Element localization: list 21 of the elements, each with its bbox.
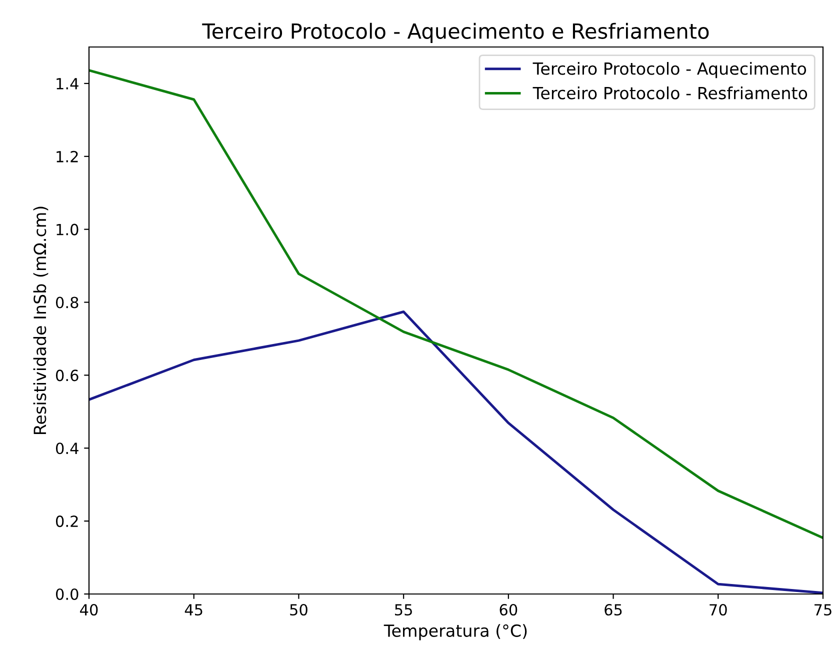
y-tick-label: 1.2 bbox=[56, 150, 78, 162]
legend-label: Terceiro Protocolo - Aquecimento bbox=[532, 62, 806, 78]
x-tick-label: 75 bbox=[814, 604, 832, 616]
legend-label: Terceiro Protocolo - Resfriamento bbox=[532, 86, 808, 100]
x-tick-label: 50 bbox=[290, 604, 308, 616]
y-tick-label: 0.6 bbox=[56, 370, 78, 382]
x-tick-label: 45 bbox=[184, 604, 202, 616]
x-tick-label: 55 bbox=[395, 604, 412, 616]
x-axis-title: Temperatura (°C) bbox=[384, 624, 527, 640]
x-tick-label: 40 bbox=[80, 604, 98, 616]
x-tick-label: 65 bbox=[604, 604, 622, 616]
y-tick-label: 0.2 bbox=[56, 516, 78, 528]
y-tick-label: 0.8 bbox=[56, 296, 78, 308]
y-axis-title: Resistividade InSb (mΩ.cm) bbox=[33, 206, 48, 434]
y-tick-label: 1.4 bbox=[56, 78, 78, 90]
y-tick-label: 0.4 bbox=[56, 442, 78, 454]
x-tick-label: 60 bbox=[500, 604, 518, 616]
y-tick-label: 1.0 bbox=[56, 224, 78, 236]
x-tick-label: 70 bbox=[710, 604, 727, 616]
chart-title: Terceiro Protocolo - Aquecimento e Resfriamento bbox=[202, 22, 709, 43]
y-tick-label: 0.0 bbox=[56, 588, 78, 600]
